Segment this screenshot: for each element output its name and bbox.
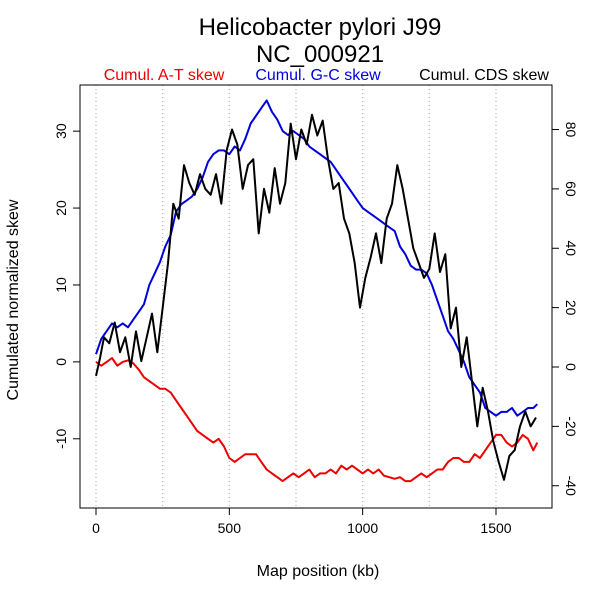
legend-entry-at-skew: Cumul. A-T skew [104, 67, 225, 84]
plot-frame [79, 84, 553, 509]
y-axis-right: -40 -20 0 20 40 60 80 [552, 122, 579, 496]
y2-tick-label--20: -20 [563, 416, 579, 436]
x-tick-label-1000: 1000 [347, 520, 378, 536]
y2-tick-label-0: 0 [563, 363, 579, 371]
vertical-gridlines [95, 85, 497, 508]
x-tick-label-500: 500 [218, 520, 242, 536]
x-axis: 0 500 1000 1500 [92, 508, 512, 536]
y-tick-label-30: 30 [53, 123, 69, 139]
y-tick-label-10: 10 [53, 277, 69, 293]
series-line-0 [95, 357, 539, 483]
series-lines [95, 99, 539, 483]
y-tick-label-0: 0 [53, 358, 69, 366]
y-tick-label-20: 20 [53, 200, 69, 216]
legend-entry-gc-skew: Cumul. G-C skew [255, 67, 381, 84]
chart-subtitle: NC_000921 [256, 41, 384, 68]
legend-entry-cds-skew: Cumul. CDS skew [419, 67, 549, 84]
x-tick-label-1500: 1500 [480, 520, 511, 536]
x-axis-label: Map position (kb) [257, 563, 380, 580]
y2-tick-label-60: 60 [563, 181, 579, 197]
chart-title: Helicobacter pylori J99 [199, 14, 442, 41]
y2-tick-label--40: -40 [563, 476, 579, 496]
y2-tick-label-80: 80 [563, 122, 579, 138]
y2-tick-label-40: 40 [563, 240, 579, 256]
series-line-2 [95, 113, 537, 481]
y-tick-label--10: -10 [53, 428, 69, 448]
y-axis-left: -10 0 10 20 30 [53, 123, 80, 449]
x-tick-label-0: 0 [92, 520, 100, 536]
y2-tick-label-20: 20 [563, 300, 579, 316]
y-axis-label: Cumulated normalized skew [5, 199, 22, 400]
